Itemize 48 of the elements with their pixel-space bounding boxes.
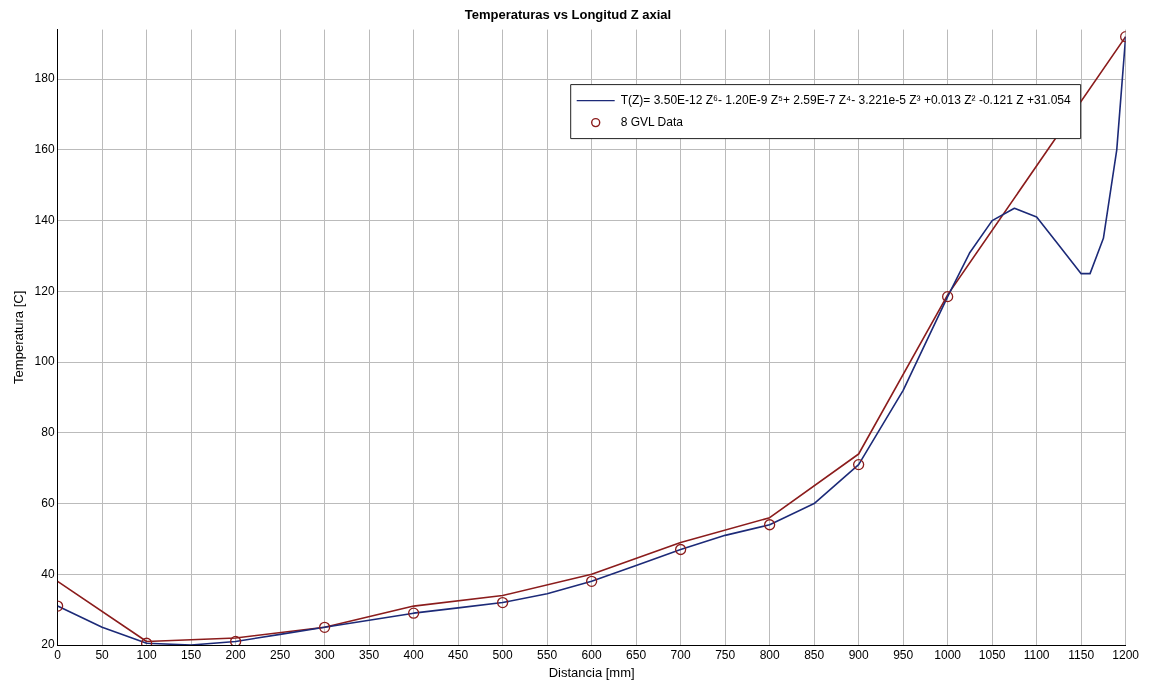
x-tick-label: 800 [759, 647, 780, 662]
x-tick-label: 950 [893, 647, 914, 662]
x-tick-label: 700 [670, 647, 691, 662]
x-tick-label: 850 [804, 647, 825, 662]
x-tick-label: 900 [848, 647, 869, 662]
chart-title: Temperaturas vs Longitud Z axial [464, 7, 672, 23]
point [407, 607, 420, 619]
point [763, 519, 776, 531]
y-tick-label: 140 [34, 212, 55, 227]
x-tick-label: 0 [54, 647, 62, 662]
point [318, 621, 331, 633]
point [496, 596, 509, 609]
x-tick-label: 550 [537, 647, 558, 662]
y-tick-label: 120 [34, 283, 55, 298]
x-tick-label: 1000 [934, 647, 962, 662]
point [229, 635, 242, 645]
point [853, 458, 865, 471]
y-tick-label: 40 [41, 566, 55, 581]
y-tick-label: 20 [41, 637, 55, 652]
x-tick-label: 150 [181, 647, 202, 662]
point [585, 575, 598, 587]
x-tick-label: 100 [136, 647, 157, 662]
point [942, 290, 954, 303]
y-tick-label: 100 [34, 354, 55, 369]
y-tick-label: 60 [41, 495, 55, 510]
x-tick-label: 350 [359, 647, 380, 662]
y-tick-label: 160 [34, 142, 55, 157]
x-tick-label: 1150 [1068, 647, 1095, 662]
x-tick-label: 500 [492, 647, 513, 662]
x-tick-label: 750 [715, 647, 736, 662]
x-tick-label: 600 [581, 647, 602, 662]
legend-label: 8 GVL Data [620, 114, 684, 129]
x-tick-label: 450 [448, 647, 469, 662]
x-tick-label: 1200 [1112, 647, 1140, 662]
y-tick-label: 180 [34, 71, 55, 86]
x-tick-label: 1100 [1023, 647, 1050, 662]
x-tick-label: 650 [626, 647, 647, 662]
legend-label: T(Z)= 3.50E-12 Z⁶- 1.20E-9 Z⁵+ 2.59E-7 Z⁴- 3.221e-5 Z³ +0.013 Z² -0.121 Z +31.054 [620, 92, 1071, 107]
point [674, 543, 687, 556]
x-tick-label: 1050 [978, 647, 1006, 662]
x-tick-label: 250 [270, 647, 291, 662]
y-tick-label: 80 [41, 425, 55, 440]
y-axis-title: Temperatura [C] [11, 290, 27, 384]
x-tick-label: 200 [225, 647, 246, 662]
x-tick-label: 400 [403, 647, 424, 662]
x-axis-title: Distancia [mm] [548, 664, 635, 680]
x-tick-label: 50 [95, 647, 110, 662]
x-tick-label: 300 [314, 647, 335, 662]
